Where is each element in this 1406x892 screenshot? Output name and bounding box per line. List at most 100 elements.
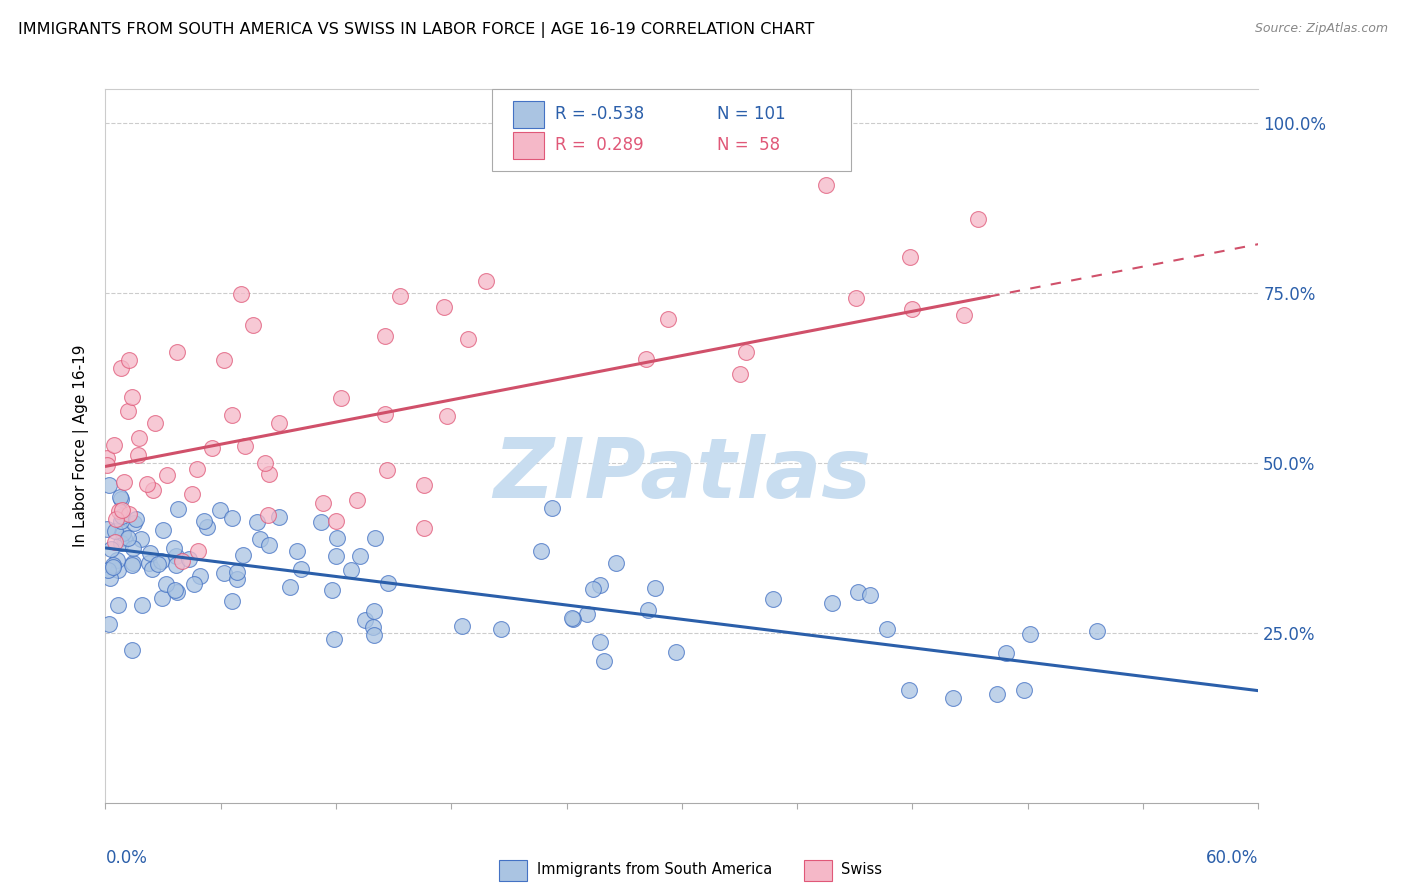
Point bbox=[121, 558, 143, 572]
Point bbox=[104, 512, 127, 526]
Point bbox=[117, 404, 139, 418]
Point bbox=[605, 556, 627, 570]
Y-axis label: In Labor Force | Age 16-19: In Labor Force | Age 16-19 bbox=[73, 344, 90, 548]
Point bbox=[253, 456, 276, 470]
Point bbox=[330, 392, 353, 406]
Point bbox=[122, 516, 145, 530]
Point bbox=[125, 512, 148, 526]
Point bbox=[209, 503, 232, 517]
Point bbox=[249, 533, 271, 547]
Point bbox=[229, 287, 252, 301]
Text: ZIPatlas: ZIPatlas bbox=[494, 434, 870, 515]
Point bbox=[108, 504, 131, 518]
Text: 60.0%: 60.0% bbox=[1206, 849, 1258, 867]
Point bbox=[121, 643, 143, 657]
Point bbox=[183, 576, 205, 591]
Point bbox=[1014, 682, 1036, 697]
Point bbox=[117, 531, 139, 545]
Point bbox=[121, 390, 143, 404]
Point bbox=[166, 585, 188, 599]
Point bbox=[193, 514, 215, 528]
Point bbox=[166, 344, 188, 359]
Point bbox=[665, 645, 688, 659]
Point bbox=[96, 458, 118, 472]
Point bbox=[100, 542, 122, 557]
Point bbox=[561, 612, 583, 626]
Point bbox=[138, 556, 160, 570]
Point bbox=[995, 646, 1018, 660]
Point bbox=[98, 571, 121, 585]
Point bbox=[118, 507, 141, 521]
Point bbox=[845, 291, 868, 305]
Point bbox=[152, 523, 174, 537]
Point bbox=[101, 560, 124, 574]
Point bbox=[346, 492, 368, 507]
Point bbox=[246, 515, 269, 529]
Point bbox=[139, 546, 162, 560]
Point bbox=[986, 687, 1008, 701]
Point bbox=[375, 463, 398, 477]
Point bbox=[141, 561, 163, 575]
Point bbox=[110, 514, 132, 528]
Point bbox=[433, 301, 456, 315]
Point bbox=[374, 328, 396, 343]
Point bbox=[98, 617, 121, 632]
Point bbox=[762, 591, 785, 606]
Point bbox=[374, 407, 396, 421]
Point bbox=[122, 556, 145, 570]
Text: Swiss: Swiss bbox=[841, 863, 882, 877]
Point bbox=[188, 568, 211, 582]
Point bbox=[730, 367, 752, 381]
Point bbox=[942, 691, 965, 706]
Point bbox=[898, 682, 921, 697]
Point bbox=[593, 654, 616, 668]
Point bbox=[118, 353, 141, 368]
Point bbox=[122, 541, 145, 555]
Point bbox=[257, 538, 280, 552]
Point bbox=[96, 523, 118, 537]
Point bbox=[898, 250, 921, 264]
Point bbox=[96, 451, 118, 466]
Point bbox=[876, 622, 898, 636]
Point bbox=[232, 549, 254, 563]
Point bbox=[413, 478, 436, 492]
Point bbox=[98, 477, 121, 491]
Point bbox=[128, 431, 150, 445]
Point bbox=[103, 438, 125, 452]
Point bbox=[177, 551, 200, 566]
Point bbox=[142, 483, 165, 497]
Point bbox=[110, 491, 132, 506]
Point bbox=[363, 628, 385, 642]
Text: 0.0%: 0.0% bbox=[105, 849, 148, 867]
Point bbox=[540, 501, 562, 516]
Point bbox=[201, 442, 224, 456]
Point bbox=[97, 563, 120, 577]
Point bbox=[150, 591, 173, 605]
Point bbox=[340, 563, 363, 577]
Point bbox=[104, 524, 127, 539]
Point bbox=[165, 558, 187, 572]
Point bbox=[353, 613, 375, 627]
Text: N = 101: N = 101 bbox=[717, 105, 786, 123]
Point bbox=[111, 508, 134, 523]
Point bbox=[966, 211, 988, 226]
Point bbox=[156, 468, 179, 483]
Point bbox=[377, 575, 399, 590]
Point bbox=[257, 508, 280, 522]
Point bbox=[1019, 626, 1042, 640]
Point bbox=[163, 541, 186, 556]
Point bbox=[530, 544, 553, 558]
Point bbox=[226, 572, 249, 586]
Point bbox=[221, 408, 243, 422]
Point bbox=[107, 599, 129, 613]
Point bbox=[451, 619, 474, 633]
Point bbox=[637, 602, 659, 616]
Point bbox=[475, 274, 498, 288]
Text: R = -0.538: R = -0.538 bbox=[555, 105, 644, 123]
Point bbox=[221, 511, 243, 525]
Point bbox=[636, 352, 658, 367]
Point bbox=[814, 178, 837, 193]
Point bbox=[110, 536, 132, 550]
Point bbox=[735, 344, 758, 359]
Text: R =  0.289: R = 0.289 bbox=[555, 136, 644, 154]
